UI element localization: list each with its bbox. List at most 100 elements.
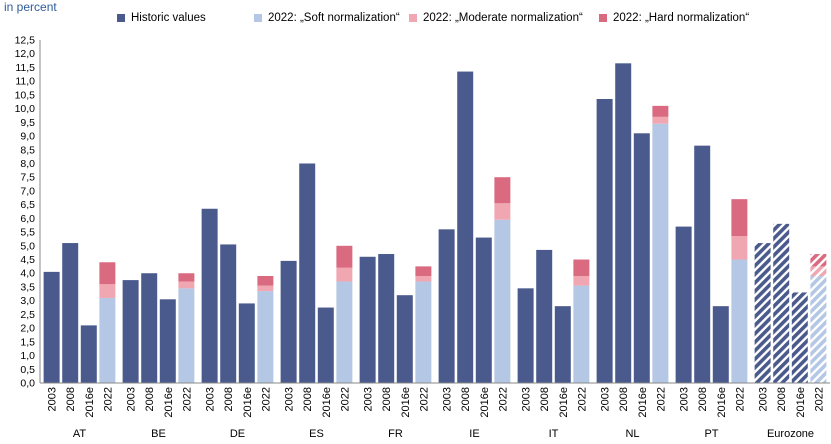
legend-swatch-hard xyxy=(599,14,607,22)
x-axis: 2003 2008 2016e 2022 AT 2003 2008 2016e 2022 BE 20… xyxy=(40,382,830,440)
y-tick-label: 12,5 xyxy=(15,35,36,47)
legend-label-soft: 2022: „Soft normalization“ xyxy=(268,12,400,24)
y-tick-label: 5,0 xyxy=(20,240,35,252)
y-tick-label: 10,5 xyxy=(15,89,36,101)
bar-soft-normalization xyxy=(336,281,353,383)
x-tick-label: 2008 xyxy=(776,387,788,411)
group-label: AT xyxy=(73,428,87,440)
x-tick-label: 2008 xyxy=(460,387,472,411)
group-label: ES xyxy=(309,428,324,440)
bar-moderate-normalization xyxy=(652,116,669,124)
bar-historic xyxy=(378,254,395,383)
y-axis: 0,0 0,5 1,0 1,52,0 2,5 3,0 3,54,0 4,5 5,05,5 6,0 6… xyxy=(15,35,41,390)
y-tick-label: 1,0 xyxy=(20,350,35,362)
y-tick-label: 0,0 xyxy=(20,378,35,390)
y-tick-label: 7,0 xyxy=(20,185,35,197)
y-tick-label: 8,0 xyxy=(20,158,35,170)
bar-hard-normalization xyxy=(810,254,827,267)
x-tick-label: 2008 xyxy=(302,387,314,411)
y-tick-label: 11,0 xyxy=(15,76,35,88)
x-tick-label: 2003 xyxy=(442,387,454,411)
bar-moderate-normalization xyxy=(99,284,116,298)
x-tick-label: 2003 xyxy=(363,387,375,411)
x-tick-label: 2008 xyxy=(618,387,630,411)
bar-moderate-normalization xyxy=(178,281,195,289)
group-label: IE xyxy=(469,428,479,440)
x-tick-label: 2022 xyxy=(734,387,746,411)
bar-hard-normalization xyxy=(652,105,669,117)
x-tick-label: 2016e xyxy=(716,387,728,418)
x-tick-label: 2016e xyxy=(163,387,175,418)
y-tick-label: 3,5 xyxy=(20,281,35,293)
x-tick-label: 2016e xyxy=(242,387,254,418)
bar-moderate-normalization xyxy=(731,236,748,260)
y-tick-label: 4,5 xyxy=(20,254,35,266)
group-label: FR xyxy=(388,428,403,440)
y-tick-label: 12,0 xyxy=(15,48,36,60)
bar-soft-normalization xyxy=(99,297,116,383)
x-tick-label: 2003 xyxy=(284,387,296,411)
bar-historic xyxy=(159,299,176,383)
bar-hard-normalization xyxy=(731,199,748,237)
y-tick-label: 6,5 xyxy=(20,199,35,211)
y-tick-label: 11,5 xyxy=(15,62,35,74)
bar-hard-normalization xyxy=(257,275,274,286)
bar-historic xyxy=(791,292,808,383)
bar-soft-normalization xyxy=(573,285,590,383)
x-tick-label: 2008 xyxy=(697,387,709,411)
bar-historic xyxy=(633,133,650,383)
x-tick-label: 2016e xyxy=(84,387,96,418)
bar-historic xyxy=(438,229,455,383)
group-label: PT xyxy=(704,428,718,440)
y-tick-label: 3,0 xyxy=(20,295,35,307)
legend-label-hard: 2022: „Hard normalization“ xyxy=(613,12,750,24)
bar-hard-normalization xyxy=(178,273,195,282)
bar-soft-normalization xyxy=(652,123,669,383)
x-tick-label: 2003 xyxy=(758,387,770,411)
legend-item-soft: 2022: „Soft normalization“ xyxy=(254,12,400,24)
y-tick-label: 6,0 xyxy=(20,213,35,225)
x-tick-label: 2008 xyxy=(539,387,551,411)
bars xyxy=(43,63,827,383)
legend-swatch-soft xyxy=(254,14,262,22)
group-label: IT xyxy=(549,428,559,440)
x-tick-label: 2022 xyxy=(418,387,430,411)
x-tick-label: 2016e xyxy=(795,387,807,418)
y-tick-label: 9,0 xyxy=(20,131,35,143)
y-tick-label: 1,5 xyxy=(20,336,35,348)
bar-hard-normalization xyxy=(573,259,590,276)
x-tick-label: 2003 xyxy=(47,387,59,411)
x-tick-label: 2016e xyxy=(479,387,491,418)
y-tick-label: 0,5 xyxy=(20,364,35,376)
group-label: Eurozone xyxy=(767,428,814,440)
bar-hard-normalization xyxy=(336,245,353,268)
legend-label-historic: Historic values xyxy=(131,12,206,24)
bar-historic xyxy=(615,63,632,383)
x-tick-label: 2008 xyxy=(144,387,156,411)
bar-historic xyxy=(596,98,613,383)
x-tick-label: 2016e xyxy=(400,387,412,418)
bar-soft-normalization xyxy=(810,275,827,383)
bar-moderate-normalization xyxy=(415,275,432,282)
bar-hard-normalization xyxy=(415,266,432,276)
bar-historic xyxy=(220,244,237,383)
unit-label: in percent xyxy=(4,0,57,14)
bar-soft-normalization xyxy=(415,281,432,383)
legend: Historic values 2022: „Soft normalizatio… xyxy=(0,12,831,32)
x-tick-label: 2003 xyxy=(600,387,612,411)
bar-moderate-normalization xyxy=(810,266,827,276)
x-tick-label: 2003 xyxy=(126,387,138,411)
bar-soft-normalization xyxy=(257,291,274,383)
x-tick-label: 2022 xyxy=(102,387,114,411)
bar-historic xyxy=(280,260,297,383)
bar-historic xyxy=(317,307,334,383)
x-tick-label: 2016e xyxy=(637,387,649,418)
bar-historic xyxy=(299,163,316,383)
bar-moderate-normalization xyxy=(336,267,353,282)
legend-item-hard: 2022: „Hard normalization“ xyxy=(599,12,749,24)
bar-moderate-normalization xyxy=(494,203,511,220)
bar-historic xyxy=(62,243,79,383)
bar-historic xyxy=(694,145,711,383)
bar-historic xyxy=(43,271,60,383)
